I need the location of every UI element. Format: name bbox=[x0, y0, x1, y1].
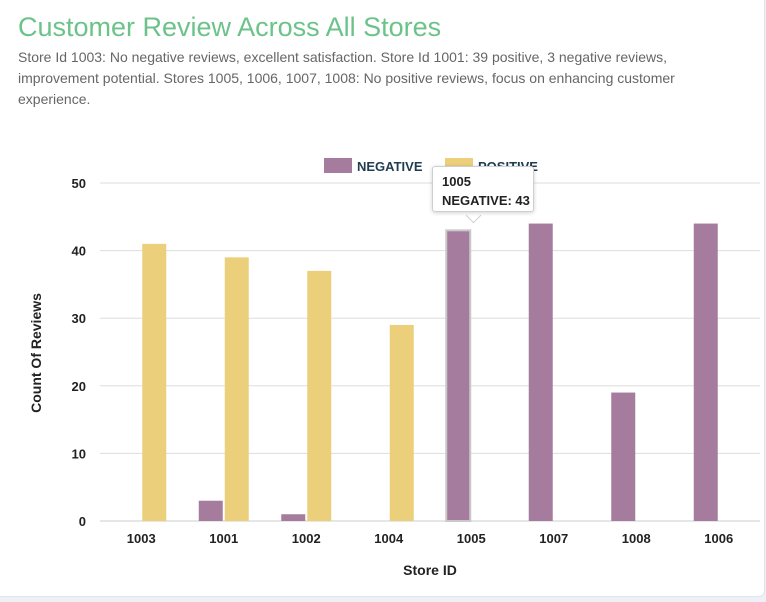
x-tick-label: 1001 bbox=[209, 531, 238, 546]
legend-item-negative[interactable]: NEGATIVE bbox=[324, 158, 423, 174]
x-axis-ticks: 1003 1001 1002 1004 1005 1007 1008 1006 bbox=[127, 531, 733, 546]
y-axis-title: Count Of Reviews bbox=[28, 293, 44, 413]
legend-swatch bbox=[324, 158, 352, 173]
grid-lines bbox=[100, 182, 760, 522]
y-tick-label: 20 bbox=[72, 379, 86, 394]
y-tick-label: 0 bbox=[79, 514, 86, 529]
x-axis-title: Store ID bbox=[403, 562, 457, 578]
y-tick-label: 40 bbox=[72, 244, 86, 259]
bar-negative-1002[interactable] bbox=[281, 514, 306, 521]
bar-negative-1008[interactable] bbox=[611, 392, 636, 521]
x-tick-label: 1007 bbox=[539, 531, 568, 546]
bar-positive-1001[interactable] bbox=[224, 257, 249, 521]
bar-negative-1001[interactable] bbox=[198, 500, 223, 521]
bar-positive-1004[interactable] bbox=[389, 324, 414, 521]
bar-negative-1007[interactable] bbox=[528, 223, 553, 521]
x-tick-label: 1002 bbox=[292, 531, 321, 546]
legend-label: NEGATIVE bbox=[357, 159, 423, 174]
x-tick-label: 1005 bbox=[457, 531, 486, 546]
chart-subtitle: Store Id 1003: No negative reviews, exce… bbox=[18, 49, 675, 107]
bars bbox=[142, 223, 718, 522]
bar-negative-1005[interactable] bbox=[445, 229, 472, 522]
x-tick-label: 1004 bbox=[374, 531, 404, 546]
chart-title: Customer Review Across All Stores bbox=[18, 12, 442, 42]
y-tick-label: 10 bbox=[72, 446, 86, 461]
x-tick-label: 1006 bbox=[704, 531, 733, 546]
tooltip-store: 1005 bbox=[442, 174, 471, 189]
bar-negative-1006[interactable] bbox=[693, 223, 718, 521]
x-tick-label: 1003 bbox=[127, 531, 156, 546]
bar-positive-1002[interactable] bbox=[307, 270, 332, 521]
bar-tooltip: 1005 NEGATIVE: 43 bbox=[432, 166, 534, 212]
y-tick-label: 30 bbox=[72, 311, 86, 326]
y-axis-ticks: 0 10 20 30 40 50 bbox=[72, 176, 86, 529]
x-tick-label: 1008 bbox=[622, 531, 651, 546]
bar-positive-1003[interactable] bbox=[142, 243, 167, 521]
tooltip-detail: NEGATIVE: 43 bbox=[442, 193, 530, 208]
y-tick-label: 50 bbox=[72, 176, 86, 191]
